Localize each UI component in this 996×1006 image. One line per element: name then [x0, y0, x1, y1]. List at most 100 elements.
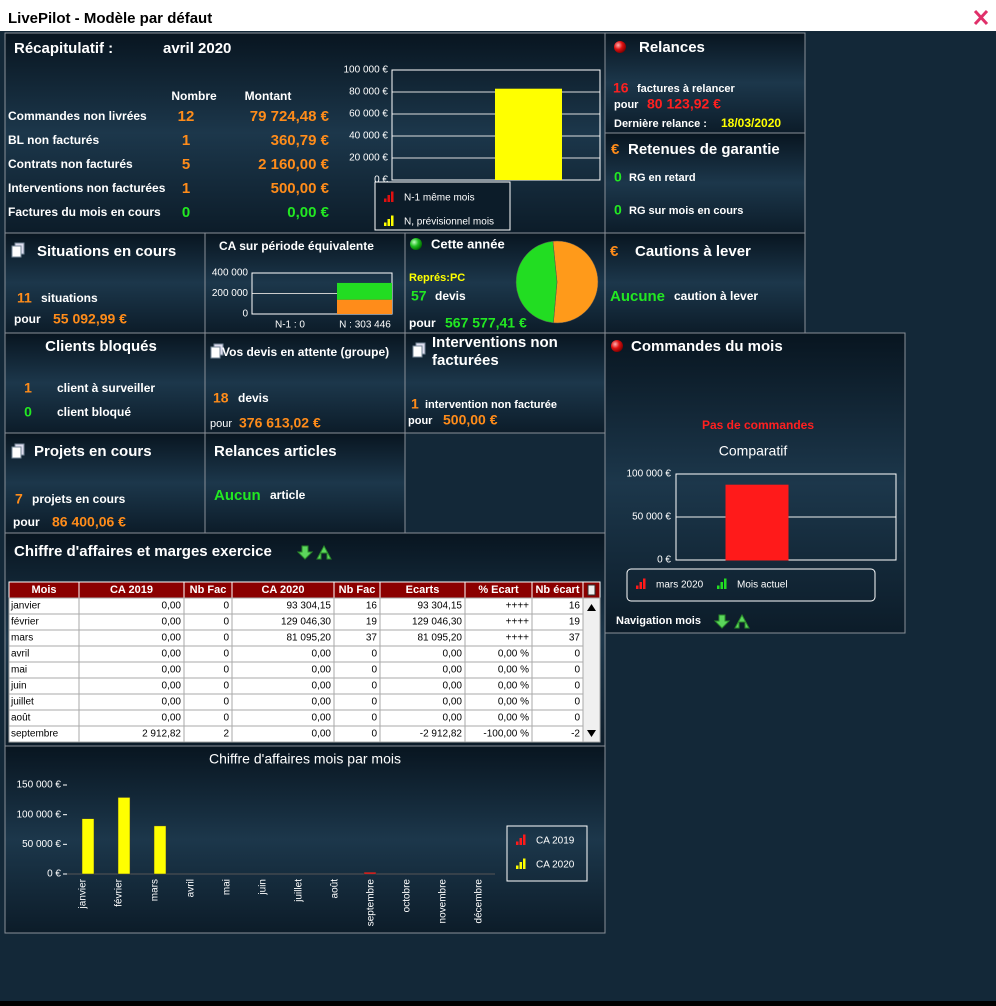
y-tick-label: 100 000 €	[627, 469, 672, 480]
scroll-down[interactable]	[587, 730, 596, 737]
count-text: intervention non facturée	[425, 399, 557, 411]
cell: 129 046,30	[412, 617, 462, 628]
count: 16	[613, 80, 629, 96]
row-amount: 0,00 €	[287, 204, 329, 221]
value: Aucun	[214, 487, 261, 504]
amount: 55 092,99 €	[53, 311, 127, 327]
y-tick-label: 100 000 €	[344, 65, 389, 76]
x-tick-label: février	[114, 878, 125, 906]
delete-icon[interactable]	[587, 584, 596, 596]
cell: 93 304,15	[287, 601, 332, 612]
cell: 2	[223, 729, 229, 740]
panel-title: Retenues de garantie	[628, 141, 780, 158]
row-amount: 500,00 €	[271, 180, 330, 197]
row-amount: 360,79 €	[271, 132, 330, 149]
panel-title: Projets en cours	[34, 443, 152, 460]
panel	[604, 232, 806, 334]
panel-title: Relances articles	[214, 443, 337, 460]
nav-arrow[interactable]	[713, 614, 731, 629]
legend-swatch	[639, 582, 642, 589]
count-text: client bloqué	[57, 405, 131, 419]
cell: 0,00	[443, 665, 463, 676]
column-header: Nombre	[171, 89, 217, 103]
legend-label: CA 2019	[536, 836, 575, 847]
cell: 0,00	[162, 681, 182, 692]
row-label: Interventions non facturées	[8, 181, 166, 195]
cell: 0,00 %	[498, 697, 529, 708]
x-tick-label: avril	[186, 879, 197, 897]
column-header: CA 2019	[110, 584, 153, 596]
column-header: CA 2020	[261, 584, 304, 596]
count: 1	[24, 380, 32, 396]
panel	[604, 332, 906, 634]
cell: janvier	[10, 601, 41, 612]
legend-swatch	[391, 191, 394, 202]
amount: 80 123,92 €	[647, 96, 721, 112]
close-button[interactable]	[973, 9, 989, 26]
panel-title: Cautions à lever	[635, 243, 751, 260]
count-text: devis	[238, 391, 269, 405]
count-text: RG en retard	[629, 172, 696, 184]
legend-swatch	[384, 222, 387, 226]
column-header: Nb écart	[535, 584, 579, 596]
cell: 0,00 %	[498, 649, 529, 660]
column-header: Mois	[31, 584, 56, 596]
y-tick-label: 50 000 €	[22, 839, 61, 850]
count: 7	[15, 491, 23, 507]
cell: juin	[10, 681, 27, 692]
panel	[4, 432, 206, 534]
count: 57	[411, 288, 427, 304]
legend-swatch	[516, 841, 519, 845]
cell: 0	[223, 633, 229, 644]
y-tick-label: 0 €	[47, 869, 61, 880]
cell: 0,00	[162, 697, 182, 708]
legend-swatch	[519, 862, 522, 869]
y-tick-label: 80 000 €	[349, 87, 388, 98]
interventions-title-box: Interventions non facturées	[432, 334, 558, 369]
last-label: Dernière relance :	[614, 118, 707, 130]
y-tick-label: 0	[242, 309, 248, 320]
y-tick-label: 400 000	[212, 268, 249, 279]
row-label: BL non facturés	[8, 133, 99, 147]
panel-title: Chiffre d'affaires et marges exercice	[14, 543, 272, 560]
cell: 0,00	[162, 617, 182, 628]
scroll-up[interactable]	[587, 604, 596, 611]
nav-arrow[interactable]	[296, 545, 314, 560]
cell: 19	[366, 617, 378, 628]
panel	[604, 32, 806, 134]
chart-title: Comparatif	[719, 443, 788, 459]
legend-swatch	[391, 215, 394, 226]
panel-title: Situations en cours	[37, 243, 176, 260]
cell: 0,00	[312, 697, 332, 708]
count: 18	[213, 390, 229, 406]
count: 0	[614, 169, 622, 185]
legend-label: CA 2020	[536, 860, 575, 871]
amount: 376 613,02 €	[239, 415, 321, 431]
cell: 0	[371, 681, 377, 692]
nav-arrow[interactable]	[316, 544, 332, 560]
count: 11	[17, 290, 32, 306]
for-label: pour	[210, 418, 232, 430]
legend-swatch	[636, 585, 639, 589]
legend-swatch	[387, 195, 390, 202]
x-tick-label: mars	[150, 879, 161, 901]
legend-swatch	[516, 865, 519, 869]
legend-swatch	[724, 578, 727, 589]
row-amount: 79 724,48 €	[250, 108, 330, 125]
count-text: projets en cours	[32, 492, 126, 506]
legend-label: N-1 même mois	[404, 193, 475, 204]
scrollbar[interactable]	[582, 597, 601, 743]
y-tick-label: 0 €	[657, 555, 671, 566]
for-label: pour	[409, 316, 436, 330]
panel-title: Récapitulatif :	[14, 40, 113, 57]
panel-icon: €	[611, 141, 620, 158]
row-count: 5	[182, 156, 190, 173]
y-tick-label: 60 000 €	[349, 109, 388, 120]
nav-arrow[interactable]	[734, 613, 750, 629]
bar-segment	[337, 282, 392, 300]
cell: 0,00	[162, 649, 182, 660]
cell: 0,00	[312, 729, 332, 740]
panel-title: Commandes du mois	[631, 338, 783, 355]
cell: 0,00	[312, 681, 332, 692]
